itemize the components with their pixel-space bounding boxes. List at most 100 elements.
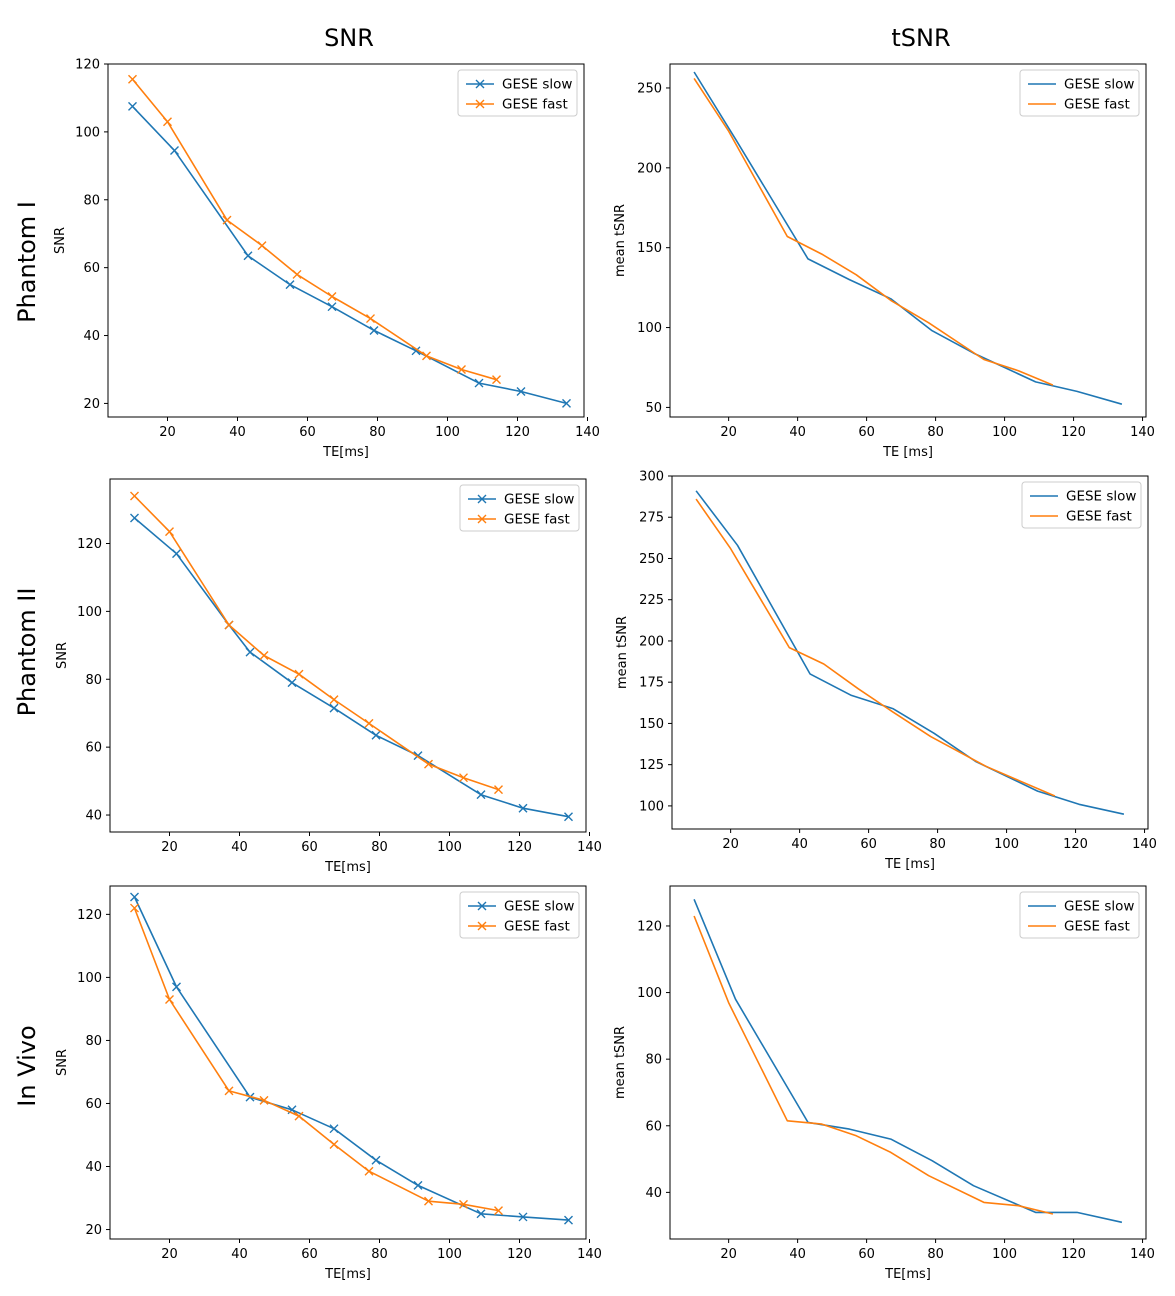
x-tick-label: 60 [860, 837, 877, 852]
axes-frame [109, 885, 587, 1240]
y-tick-label: 80 [85, 673, 102, 688]
x-tick-label: 80 [371, 840, 388, 855]
legend-label-slow: GESE slow [1064, 77, 1134, 93]
y-axis-label: mean tSNR [613, 204, 628, 277]
axes-frame [669, 885, 1147, 1240]
y-axis-label: mean tSNR [613, 1026, 628, 1099]
legend-label-fast: GESE fast [504, 919, 570, 935]
data-point-fast [294, 669, 304, 679]
data-point-fast [224, 620, 234, 630]
y-tick-label: 80 [83, 193, 100, 208]
y-tick-label: 100 [637, 321, 662, 336]
data-point-slow [562, 398, 571, 408]
x-tick-label: 40 [231, 1247, 248, 1262]
data-point-slow [564, 1215, 573, 1225]
legend-marker [475, 99, 485, 109]
series-line-fast [693, 915, 1054, 1215]
legend-marker [475, 79, 485, 89]
x-axis-label: TE [ms] [882, 445, 933, 460]
data-point-fast [366, 314, 375, 324]
data-point-slow [369, 325, 379, 335]
x-tick-label: 140 [1130, 425, 1155, 440]
data-point-fast [329, 695, 339, 705]
legend-label-fast: GESE fast [502, 97, 568, 113]
chart-panel-iv-tsnr: 20 40 60 80 100 120 140 40 60 80 100 120 TE[ms] mean … [613, 885, 1155, 1282]
series-line-fast [695, 498, 1056, 797]
x-tick-label: 140 [577, 840, 602, 855]
data-point-fast [292, 269, 302, 279]
chart-panel-p1-tsnr: 20 40 60 80 100 120 140 50 100 150 200 250 TE [ms] me… [613, 63, 1155, 460]
x-tick-label: 40 [231, 840, 248, 855]
x-tick-label: 140 [577, 1247, 602, 1262]
x-tick-label: 80 [371, 1247, 388, 1262]
data-point-fast [329, 1139, 339, 1149]
x-tick-label: 120 [505, 425, 530, 440]
data-point-fast [163, 117, 172, 127]
x-tick-label: 100 [437, 1247, 462, 1262]
x-tick-label: 60 [301, 840, 318, 855]
y-tick-label: 175 [639, 676, 664, 691]
x-tick-label: 40 [789, 1247, 806, 1262]
legend-marker [477, 901, 487, 911]
y-tick-label: 50 [645, 401, 662, 416]
x-axis-label: TE [ms] [884, 857, 935, 872]
x-tick-label: 40 [791, 837, 808, 852]
y-tick-label: 150 [639, 717, 664, 732]
row-title-phantom-2: Phantom II [13, 588, 41, 717]
data-point-fast [259, 1095, 269, 1105]
x-tick-label: 80 [369, 425, 386, 440]
legend-marker [477, 514, 487, 524]
y-tick-label: 40 [645, 1186, 662, 1201]
data-point-fast [424, 1196, 433, 1206]
x-axis-label: TE[ms] [322, 445, 369, 460]
y-tick-label: 250 [637, 81, 662, 96]
y-tick-label: 40 [85, 809, 102, 824]
column-title-snr: SNR [324, 24, 374, 52]
data-point-fast [492, 375, 501, 385]
y-tick-label: 300 [639, 470, 664, 485]
series-line-slow [133, 517, 569, 818]
legend-label-slow: GESE slow [504, 899, 574, 915]
x-tick-label: 100 [994, 837, 1019, 852]
series-line-slow [133, 896, 569, 1221]
legend: GESE slow GESE fast [459, 891, 580, 939]
x-tick-label: 140 [575, 425, 600, 440]
y-axis-label: SNR [53, 227, 68, 254]
x-tick-label: 40 [789, 425, 806, 440]
y-tick-label: 120 [77, 908, 102, 923]
chart-panel-p1-snr: 20 40 60 80 100 120 140 20 40 60 80 100 120 TE[ms] SNR… [53, 58, 600, 461]
x-tick-label: 60 [301, 1247, 318, 1262]
y-tick-label: 40 [83, 329, 100, 344]
data-point-slow [329, 1124, 339, 1134]
y-tick-label: 125 [639, 758, 664, 773]
data-point-fast [459, 1199, 468, 1209]
y-tick-label: 60 [85, 741, 102, 756]
legend: GESE slow GESE fast [459, 484, 580, 532]
y-tick-label: 100 [637, 986, 662, 1001]
x-tick-label: 60 [858, 425, 875, 440]
data-point-fast [364, 1166, 374, 1176]
x-tick-label: 80 [929, 837, 946, 852]
legend: GESE slow GESE fast [1019, 891, 1140, 939]
chart-panel-p2-tsnr: 20 40 60 80 100 120 140 100 125 150 175 200 225 250 27… [615, 470, 1157, 873]
y-tick-label: 20 [83, 397, 100, 412]
series-line-fast [131, 78, 497, 381]
x-tick-label: 120 [1061, 425, 1086, 440]
data-point-fast [422, 351, 431, 361]
data-point-fast [257, 241, 267, 251]
x-axis-label: TE[ms] [324, 1267, 371, 1282]
data-point-fast [494, 1206, 503, 1216]
series-line-slow [693, 898, 1123, 1224]
y-tick-label: 120 [637, 919, 662, 934]
y-tick-label: 120 [75, 58, 100, 73]
data-point-slow [287, 678, 297, 688]
series-line-slow [695, 490, 1125, 815]
x-tick-label: 120 [1061, 1247, 1086, 1262]
data-point-fast [130, 491, 139, 501]
x-tick-label: 120 [507, 840, 532, 855]
data-point-slow [128, 101, 137, 111]
data-point-slow [518, 1212, 528, 1222]
data-point-slow [243, 251, 253, 261]
data-point-fast [165, 994, 174, 1004]
x-tick-label: 100 [437, 840, 462, 855]
